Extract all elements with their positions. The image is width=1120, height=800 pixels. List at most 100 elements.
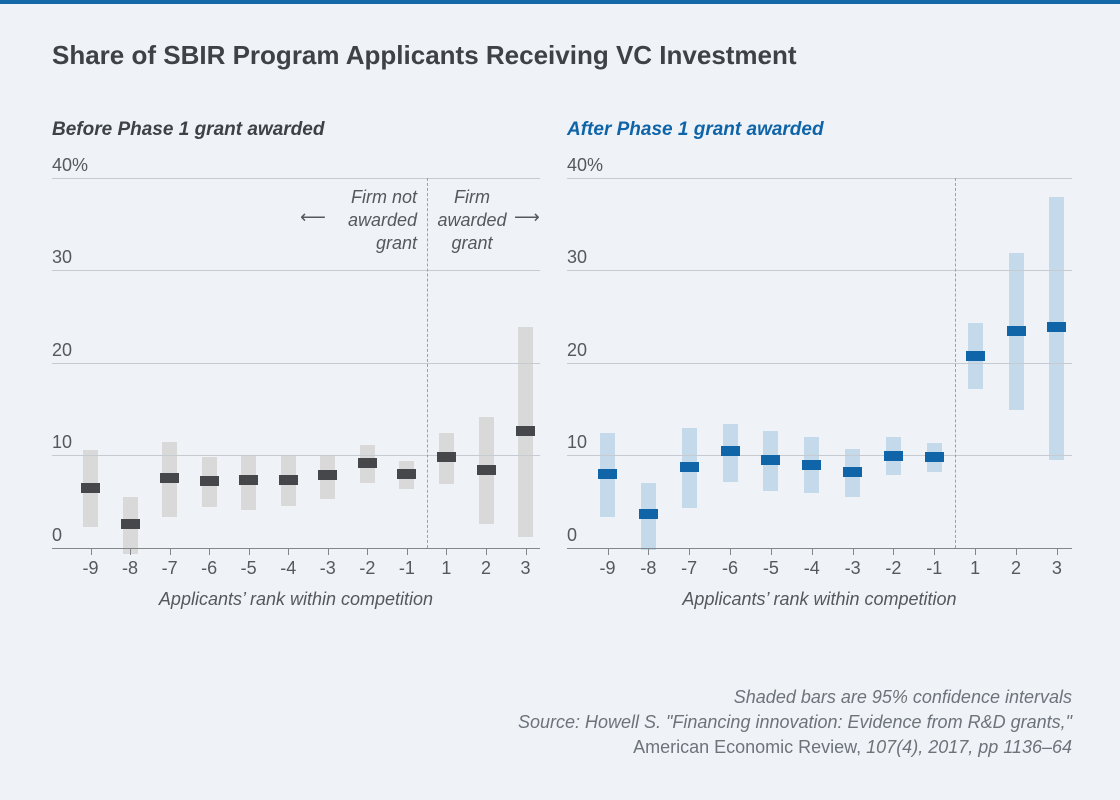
- y-tick-label: 20: [52, 339, 73, 360]
- x-tick: [446, 548, 448, 555]
- y-tick-label: 40%: [52, 154, 89, 175]
- point-marker: [357, 458, 377, 469]
- y-tick-label: 30: [52, 247, 73, 267]
- x-axis: [567, 547, 1072, 549]
- annotation-line: Firm: [454, 187, 490, 207]
- x-tick-label: -3: [844, 558, 861, 578]
- x-tick-label: 3: [520, 558, 531, 578]
- annotation-line: awarded: [437, 210, 507, 230]
- x-tick: [288, 548, 290, 555]
- point-marker: [120, 519, 140, 530]
- point-marker: [318, 470, 338, 481]
- x-tick-label: -5: [240, 558, 257, 578]
- x-tick-label: -6: [722, 558, 739, 578]
- x-tick: [367, 548, 369, 555]
- x-axis-title: Applicants’ rank within competition: [158, 589, 434, 609]
- point-marker: [1047, 322, 1067, 333]
- x-tick: [607, 548, 609, 555]
- point-marker: [516, 425, 536, 436]
- point-marker: [598, 469, 617, 480]
- x-tick: [770, 548, 772, 555]
- y-tick-label: 0: [52, 524, 63, 545]
- point-marker: [924, 451, 944, 462]
- point-marker: [278, 474, 298, 485]
- x-tick-label: -7: [681, 558, 698, 578]
- x-tick: [811, 548, 813, 555]
- chart-title: Share of SBIR Program Applicants Receivi…: [52, 40, 797, 70]
- arrow-right-icon: ⟶: [514, 207, 540, 228]
- annotation-line: grant: [451, 233, 493, 253]
- x-tick: [893, 548, 895, 555]
- annotation-line: grant: [375, 233, 417, 253]
- journal-line: American Economic Review, 107(4), 2017, …: [518, 735, 1072, 760]
- x-tick: [486, 548, 487, 555]
- x-tick: [852, 548, 854, 555]
- point-marker: [476, 464, 496, 475]
- point-marker: [638, 509, 658, 520]
- subtitle-after-grant: After Phase 1 grant awarded: [567, 119, 824, 140]
- gridline: [567, 177, 1072, 179]
- x-tick-label: -4: [280, 558, 297, 578]
- x-axis-title: Applicants’ rank within competition: [682, 589, 957, 609]
- x-tick: [90, 548, 92, 555]
- y-tick-label: 0: [567, 524, 578, 545]
- annotation-firm-awarded: Firm awarded grant: [412, 186, 532, 255]
- x-tick-label: 1: [970, 558, 981, 578]
- gridline: [567, 362, 1072, 364]
- point-marker: [802, 460, 822, 471]
- source-note: Shaded bars are 95% confidence intervals…: [518, 685, 1072, 760]
- y-tick-label: 40%: [567, 154, 604, 175]
- x-tick-label: -7: [161, 558, 178, 578]
- x-tick: [248, 548, 250, 555]
- x-tick-label: 2: [1010, 558, 1021, 578]
- x-tick-label: -6: [201, 558, 218, 578]
- point-marker: [679, 462, 699, 473]
- x-tick-label: -8: [640, 558, 657, 578]
- x-tick: [525, 548, 527, 555]
- point-marker: [81, 483, 100, 494]
- point-marker: [199, 475, 219, 486]
- annotation-line: awarded: [347, 210, 417, 230]
- point-marker: [1006, 326, 1026, 337]
- x-tick: [648, 548, 650, 555]
- x-tick-label: -8: [122, 558, 139, 578]
- gridline: [567, 270, 1072, 271]
- y-tick-label: 10: [567, 432, 588, 452]
- x-tick-label: -2: [885, 558, 902, 578]
- x-tick: [327, 548, 329, 555]
- x-tick-label: -9: [599, 558, 616, 578]
- y-tick-label: 10: [52, 432, 73, 452]
- y-tick-label: 20: [567, 339, 588, 360]
- x-tick-label: -1: [398, 558, 415, 578]
- confidence-interval-note: Shaded bars are 95% confidence intervals: [733, 687, 1072, 707]
- x-tick: [975, 548, 977, 555]
- point-marker: [239, 474, 259, 485]
- gridline: [52, 177, 540, 179]
- point-marker: [843, 466, 863, 477]
- gridline: [52, 455, 540, 456]
- journal-issue: 107(4), 2017, pp 1136–64: [861, 737, 1072, 757]
- x-tick: [1056, 548, 1058, 555]
- point-marker: [436, 451, 456, 462]
- gridline: [52, 270, 540, 271]
- x-tick-label: -3: [319, 558, 336, 578]
- x-tick-label: -5: [762, 558, 779, 578]
- x-axis: [52, 547, 540, 549]
- x-tick: [934, 548, 936, 555]
- x-tick-label: -4: [803, 558, 820, 578]
- point-marker: [965, 351, 985, 362]
- point-marker: [761, 454, 781, 465]
- x-tick-label: -9: [82, 558, 99, 578]
- annotation-line: Firm not: [350, 187, 417, 207]
- y-tick-label: 30: [567, 247, 588, 267]
- source-line: Source: Howell S. "Financing innovation:…: [517, 712, 1072, 732]
- x-tick: [169, 548, 171, 555]
- x-tick: [689, 548, 691, 555]
- x-tick: [209, 548, 211, 555]
- point-marker: [160, 473, 180, 484]
- divider-dashed-line: [954, 177, 956, 548]
- gridline: [52, 362, 540, 364]
- top-accent-bar: [0, 0, 1120, 4]
- arrow-left-icon: ⟵: [300, 207, 326, 228]
